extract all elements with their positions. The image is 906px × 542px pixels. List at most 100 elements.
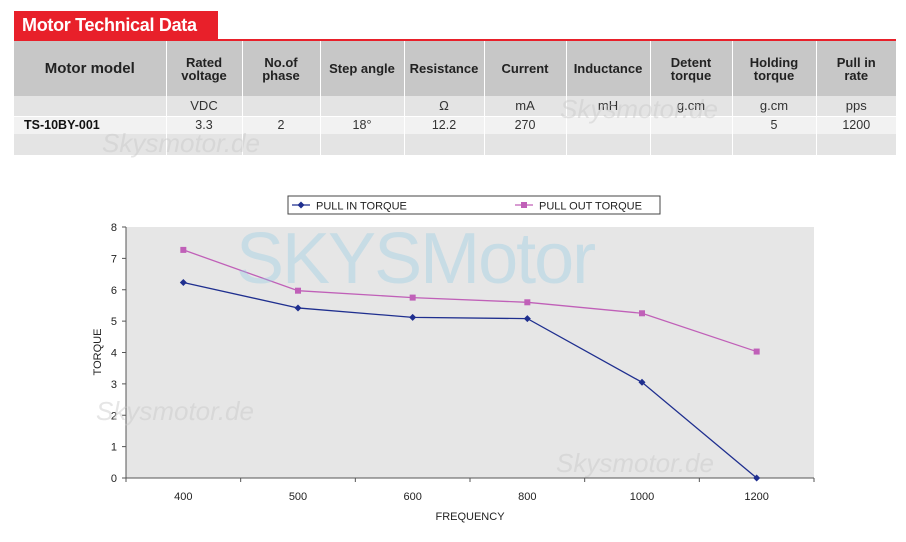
chart-series — [179, 246, 761, 482]
unit-cell — [14, 96, 167, 116]
model-cell: TS-10BY-001 — [14, 115, 167, 134]
column-header-line: No.of — [264, 54, 298, 70]
column-header-current: Current — [484, 41, 567, 96]
column-header-line: Detent — [670, 54, 712, 70]
column-header-line: torque — [753, 67, 795, 83]
column-header-pull-in-rate: Pull in rate — [816, 41, 896, 96]
column-header-line: torque — [670, 67, 712, 83]
x-tick-label: 1000 — [630, 491, 654, 503]
table-row: TS-10BY-001 3.3 2 18° 12.2 270 5 1200 — [14, 115, 896, 134]
table-cell — [566, 115, 651, 134]
table-cell: 2 — [242, 115, 321, 134]
data-point-pull-out-torque — [753, 348, 760, 355]
y-tick-label: 0 — [111, 473, 117, 485]
table-cell: 270 — [484, 115, 567, 134]
table-cell — [242, 134, 321, 155]
column-header-line: Rated — [185, 54, 223, 70]
unit-cell: Ω — [404, 96, 485, 116]
column-header-phase: No.of phase — [242, 41, 321, 96]
series-line-pull-in-torque — [183, 281, 758, 479]
unit-cell: mA — [484, 96, 567, 116]
legend-box — [287, 195, 661, 215]
column-header-line: Resistance — [409, 61, 479, 76]
y-tick-label: 8 — [111, 222, 117, 234]
unit-cell: g.cm — [732, 96, 817, 116]
table-cell: 3.3 — [166, 115, 243, 134]
unit-cell: g.cm — [650, 96, 733, 116]
unit-cell: VDC — [166, 96, 243, 116]
data-point-pull-in-torque — [409, 313, 417, 321]
x-tick-label: 600 — [403, 491, 421, 503]
x-tick-label: 800 — [518, 491, 536, 503]
column-header-holding-torque: Holding torque — [732, 41, 817, 96]
column-header-line: Holding — [749, 54, 799, 70]
column-header-line: voltage — [181, 67, 227, 83]
x-axis-label: FREQUENCY — [435, 511, 505, 523]
data-point-pull-in-torque — [294, 304, 302, 312]
column-header-line: rate — [844, 67, 869, 83]
y-tick-label: 2 — [111, 410, 117, 422]
unit-cell — [320, 96, 405, 116]
table-cell — [650, 115, 733, 134]
table-cell — [320, 134, 405, 155]
column-header-line: Step angle — [329, 61, 395, 76]
data-point-pull-in-torque — [753, 474, 761, 482]
legend-marker-pull-in-torque — [297, 201, 305, 209]
column-header-line: Current — [501, 61, 549, 76]
section-title: Motor Technical Data — [14, 11, 218, 39]
series-line-pull-out-torque — [183, 249, 757, 353]
table-cell: 1200 — [816, 115, 896, 134]
column-header-rated-voltage: Rated voltage — [166, 41, 243, 96]
y-axis-label: TORQUE — [92, 329, 104, 376]
unit-cell: pps — [816, 96, 896, 116]
y-tick-label: 4 — [111, 348, 117, 360]
y-tick-label: 3 — [111, 379, 117, 391]
y-tick-label: 6 — [111, 285, 117, 297]
column-header-resistance: Resistance — [404, 41, 485, 96]
data-point-pull-out-torque — [180, 246, 187, 253]
data-point-pull-in-torque — [523, 315, 531, 323]
column-header-inductance: Inductance — [566, 41, 651, 96]
x-tick-label: 400 — [174, 491, 192, 503]
column-header-line: Pull in — [836, 54, 876, 70]
x-tick-label: 500 — [289, 491, 307, 503]
table-cell — [404, 134, 485, 155]
plot-area — [126, 227, 814, 478]
data-point-pull-out-torque — [639, 310, 645, 317]
table-cell: 18° — [320, 115, 405, 134]
table-cell: 5 — [732, 115, 817, 134]
legend-marker-pull-out-torque — [521, 202, 527, 208]
table-cell — [816, 134, 896, 155]
data-point-pull-out-torque — [524, 299, 531, 306]
spec-table: Motor model Rated voltage No.of phase Step… — [14, 41, 896, 155]
table-unit-row: VDC Ω mA mH g.cm g.cm pps — [14, 96, 896, 116]
y-tick-label: 1 — [111, 442, 117, 454]
column-header-step-angle: Step angle — [320, 41, 405, 96]
table-empty-row — [14, 134, 896, 155]
column-header-line: Inductance — [573, 61, 643, 76]
table-cell — [650, 134, 733, 155]
column-header-detent-torque: Detent torque — [650, 41, 733, 96]
table-cell — [732, 134, 817, 155]
table-cell — [566, 134, 651, 155]
table-cell — [14, 134, 167, 155]
data-point-pull-in-torque — [638, 378, 646, 386]
table-header-row: Motor model Rated voltage No.of phase Step… — [14, 41, 896, 96]
legend-entry-pull-in-torque: PULL IN TORQUE — [316, 201, 407, 213]
section-title-rule — [14, 39, 896, 41]
column-header-line: phase — [262, 67, 300, 83]
unit-cell: mH — [566, 96, 651, 116]
data-point-pull-out-torque — [295, 287, 301, 294]
unit-cell — [242, 96, 321, 116]
data-point-pull-out-torque — [409, 294, 416, 301]
y-tick-label: 7 — [111, 253, 117, 265]
table-cell: 12.2 — [404, 115, 485, 134]
table-cell — [166, 134, 243, 155]
table-cell — [484, 134, 567, 155]
model-header: Motor model — [14, 41, 167, 96]
y-tick-label: 5 — [111, 316, 117, 328]
chart-axes: 0 1 2 3 4 5 6 7 8 400 500 600 800 1000 1200 — [111, 222, 815, 503]
data-point-pull-in-torque — [179, 279, 187, 287]
legend-entry-pull-out-torque: PULL OUT TORQUE — [539, 201, 642, 213]
